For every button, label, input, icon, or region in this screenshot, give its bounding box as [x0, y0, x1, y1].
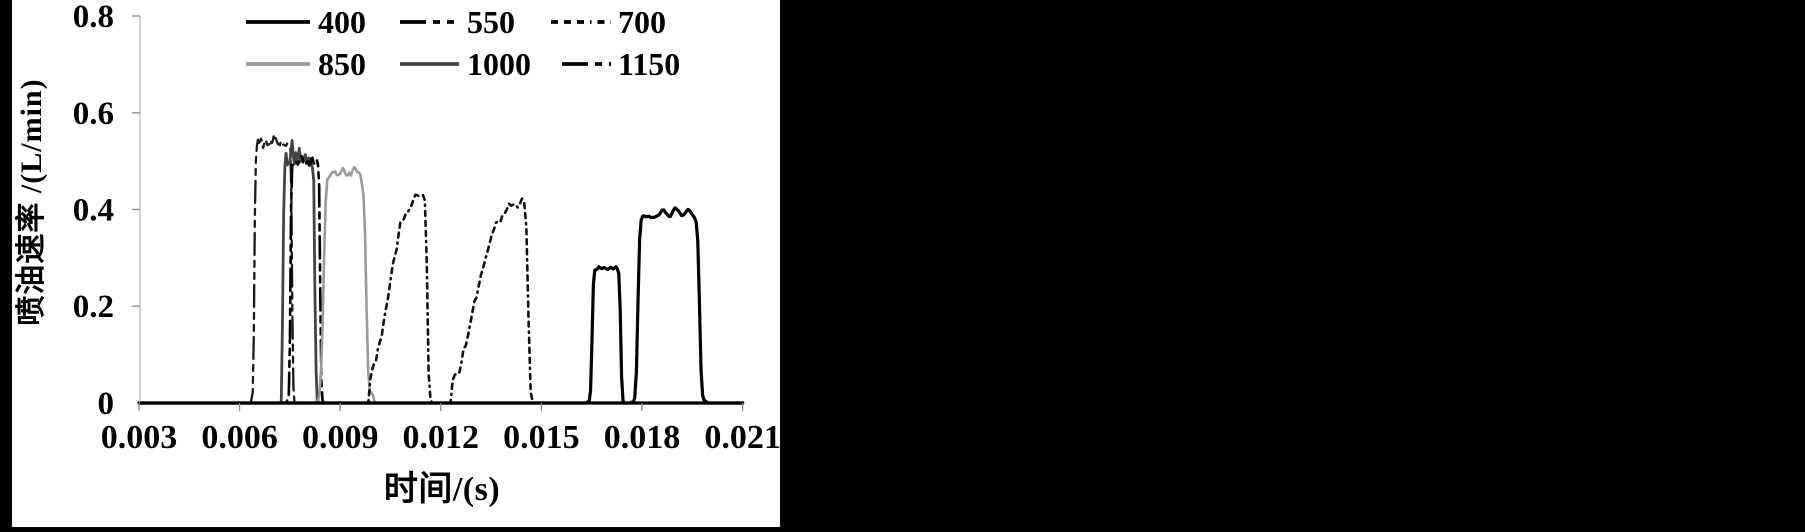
svg-text:0.2: 0.2	[73, 289, 114, 325]
svg-text:0.009: 0.009	[302, 419, 379, 456]
svg-text:0: 0	[98, 386, 115, 422]
svg-text:550: 550	[467, 4, 515, 40]
svg-text:0.6: 0.6	[73, 96, 114, 132]
svg-text:850: 850	[318, 46, 366, 82]
svg-text:1150: 1150	[618, 46, 680, 82]
svg-text:0.021: 0.021	[704, 419, 780, 456]
svg-text:0.006: 0.006	[201, 419, 278, 456]
svg-text:0.003: 0.003	[101, 419, 178, 456]
svg-text:400: 400	[318, 4, 366, 40]
svg-text:0.4: 0.4	[73, 193, 114, 229]
svg-text:700: 700	[618, 4, 666, 40]
svg-text:0.8: 0.8	[73, 0, 114, 35]
svg-text:0.018: 0.018	[604, 419, 681, 456]
svg-text:1000: 1000	[467, 46, 531, 82]
svg-text:0.015: 0.015	[503, 419, 580, 456]
svg-text:喷油速率 /(L/min): 喷油速率 /(L/min)	[15, 78, 48, 325]
svg-text:时间/(s): 时间/(s)	[384, 470, 500, 508]
svg-text:0.012: 0.012	[403, 419, 480, 456]
